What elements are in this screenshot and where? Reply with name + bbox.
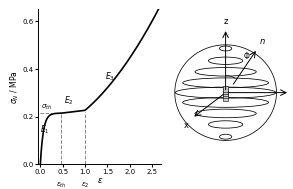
- Text: $\sigma_{th}$: $\sigma_{th}$: [41, 103, 52, 112]
- Text: n: n: [260, 37, 265, 46]
- Text: $\Phi$: $\Phi$: [243, 50, 250, 61]
- Text: y: y: [292, 88, 293, 97]
- Bar: [224, 86, 228, 92]
- Bar: [224, 90, 228, 96]
- Text: $E_2$: $E_2$: [64, 95, 73, 107]
- Bar: [224, 92, 228, 98]
- Text: $E_1$: $E_1$: [40, 123, 50, 136]
- Text: z: z: [224, 17, 228, 26]
- X-axis label: $\varepsilon$: $\varepsilon$: [96, 176, 103, 185]
- Text: $\varepsilon_2$: $\varepsilon_2$: [81, 181, 89, 189]
- Y-axis label: $\sigma_N$ / MPa: $\sigma_N$ / MPa: [9, 70, 21, 104]
- Text: $E_3$: $E_3$: [105, 71, 115, 83]
- Text: $\varepsilon_{th}$: $\varepsilon_{th}$: [56, 181, 67, 189]
- Bar: [224, 88, 228, 94]
- Bar: [224, 94, 228, 101]
- Text: x: x: [184, 121, 189, 130]
